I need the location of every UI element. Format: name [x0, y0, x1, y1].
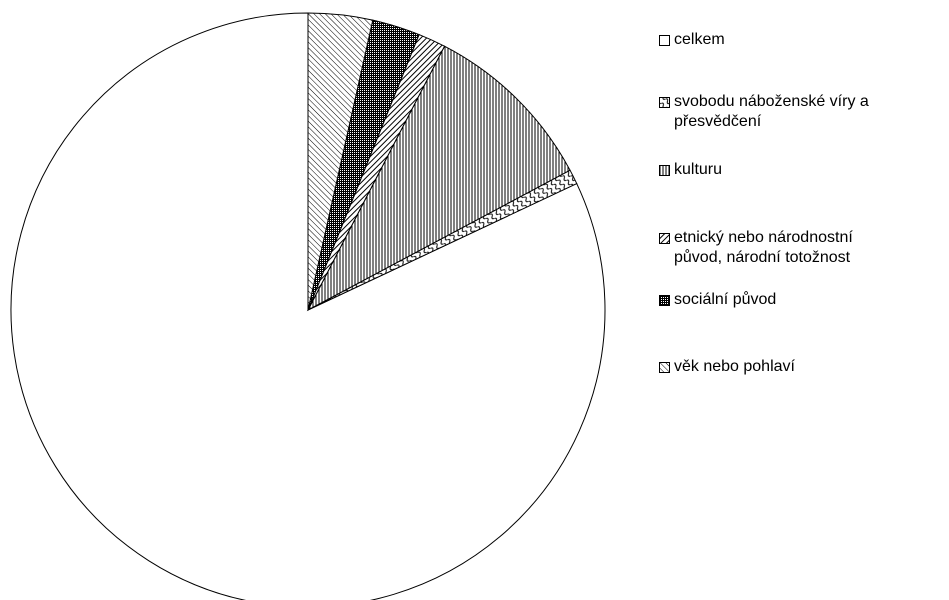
pie-slice-vek-nebo-pohlavi: [307, 12, 374, 311]
legend-label-vek-nebo-pohlavi: věk nebo pohlaví: [674, 358, 795, 375]
pie-slices: [10, 12, 606, 600]
legend-swatch-svoboda-nabozenske-viry: [659, 97, 670, 108]
legend-label-celkem: celkem: [674, 31, 725, 48]
legend-label-svoboda-nabozenske-viry: svobodu náboženské víry a přesvědčení: [674, 93, 869, 130]
pie-slice-kulturu: [306, 45, 571, 312]
pie-chart: [10, 12, 606, 600]
legend-swatch-vek-nebo-pohlavi: [659, 362, 670, 373]
legend-swatch-kulturu: [659, 165, 670, 176]
legend-label-kulturu: kulturu: [674, 161, 723, 178]
legend-swatch-etnicky-puvod: [659, 233, 670, 244]
legend-label-etnicky-puvod: etnický nebo národnostní původ, národní …: [674, 229, 853, 266]
legend-swatch-socialni-puvod: [659, 295, 670, 306]
legend-label-socialni-puvod: sociální původ: [674, 291, 777, 308]
legend-item-vek-nebo-pohlavi: věk nebo pohlaví: [659, 357, 944, 377]
legend-item-etnicky-puvod: etnický nebo národnostní původ, národní …: [659, 228, 944, 268]
legend: celkem svobodu náboženské víry a přesvěd…: [659, 0, 949, 600]
legend-swatch-celkem: [659, 35, 670, 46]
legend-item-kulturu: kulturu: [659, 160, 944, 180]
legend-item-celkem: celkem: [659, 30, 944, 50]
legend-item-socialni-puvod: sociální původ: [659, 290, 944, 310]
pie-slice-celkem: [10, 12, 606, 600]
legend-item-svoboda-nabozenske-viry: svobodu náboženské víry a přesvědčení: [659, 92, 944, 132]
